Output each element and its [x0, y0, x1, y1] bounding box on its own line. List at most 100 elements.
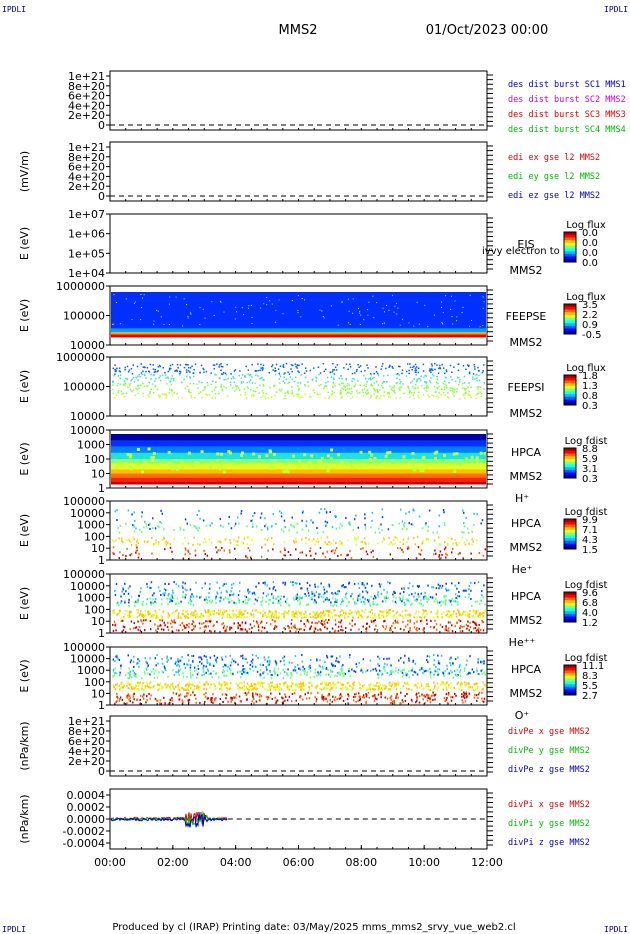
- hpca_he2-pixel: [270, 593, 273, 596]
- hpca_o-pixel: [374, 688, 376, 691]
- hpca_o-pixel: [308, 668, 310, 671]
- hpca_o-pixel: [162, 671, 164, 674]
- feepsi-pixel: [445, 370, 448, 373]
- feepsi-pixel: [307, 381, 309, 383]
- feepsi-pixel: [367, 367, 369, 369]
- hpca_he-pixel: [322, 531, 324, 534]
- hpca_he2-pixel: [279, 598, 282, 601]
- feepsi-pixel: [261, 369, 264, 371]
- feepse-speck: [247, 307, 249, 309]
- hpca_o-pixel: [304, 693, 306, 696]
- hpca_he-pixel: [399, 540, 402, 543]
- hpca_o-pixel: [259, 681, 261, 684]
- hpca_o-pixel: [411, 667, 414, 670]
- feepsi-pixel: [248, 380, 251, 383]
- hpca_o-pixel: [343, 674, 345, 677]
- hpca-h-patch: [326, 469, 330, 473]
- feepse-speck: [297, 312, 299, 314]
- feepsi-pixel: [132, 389, 135, 392]
- hpca_o-pixel: [257, 681, 260, 684]
- feepsi-pixel: [425, 387, 428, 389]
- hpca_he2-pixel: [311, 598, 313, 601]
- feepse-speck: [211, 301, 213, 303]
- hpca_he-pixel: [461, 531, 463, 534]
- hpca_he-pixel: [374, 531, 377, 534]
- feepsi-pixel: [449, 364, 452, 367]
- hpca_he-pixel: [326, 543, 328, 546]
- hpca_he2-pixel: [347, 615, 349, 618]
- feepse-speck: [394, 305, 396, 307]
- feepse-speck: [278, 299, 280, 301]
- hpca_o-pixel: [360, 668, 363, 671]
- hpca_he-pixel: [247, 536, 249, 539]
- feepsi-pixel: [464, 392, 467, 395]
- hpca_he2-pixel: [477, 615, 479, 618]
- y-axis-label: (nPa/km): [18, 721, 31, 770]
- hpca_o-pixel: [333, 699, 336, 702]
- hpca-h-patch: [144, 460, 148, 464]
- hpca_he2-pixel: [348, 581, 351, 584]
- hpca_o-pixel: [173, 673, 176, 676]
- hpca_he-pixel: [228, 516, 231, 519]
- hpca_he2-pixel: [416, 598, 418, 601]
- hpca_he-pixel: [366, 553, 369, 556]
- hpca_o-pixel: [193, 666, 196, 669]
- hpca_he2-pixel: [467, 611, 469, 614]
- feepsi-pixel: [441, 363, 444, 366]
- hpca_o-pixel: [338, 661, 340, 664]
- hpca_o-pixel: [365, 694, 368, 697]
- hpca_he-pixel: [399, 547, 402, 550]
- hpca_he-pixel: [161, 512, 164, 515]
- feepsi-pixel: [367, 392, 370, 394]
- hpca_o-pixel: [319, 682, 322, 685]
- feepse-speck: [383, 322, 385, 324]
- hpca_o-pixel: [323, 686, 325, 689]
- hpca_o-pixel: [260, 695, 263, 698]
- hpca_o-pixel: [481, 697, 483, 700]
- hpca_he2-pixel: [444, 628, 446, 631]
- feepsi-pixel: [307, 385, 310, 387]
- hpca_o-pixel: [429, 667, 431, 670]
- hpca_o-pixel: [483, 697, 486, 700]
- x-tick-label: 10:00: [408, 856, 440, 869]
- hpca_he-pixel: [433, 539, 436, 542]
- hpca_o-pixel: [329, 699, 331, 702]
- y-tick-label: 1e+21: [68, 70, 105, 83]
- colorbar-segment: [564, 616, 576, 620]
- feepsi-pixel: [204, 393, 207, 395]
- feepsi-pixel: [251, 363, 253, 366]
- hpca_o-pixel: [197, 671, 200, 674]
- hpca_o-pixel: [306, 674, 308, 677]
- colorbar-segment: [564, 377, 576, 381]
- feepsi-pixel: [379, 397, 381, 400]
- hpca_he2-pixel: [219, 611, 221, 614]
- hpca_he-pixel: [381, 516, 384, 519]
- hpca_o-pixel: [275, 701, 277, 704]
- hpca_he-pixel: [210, 557, 213, 560]
- feepse-speck: [461, 312, 463, 314]
- hpca_he2-pixel: [467, 614, 469, 617]
- feepsi-pixel: [475, 374, 477, 376]
- hpca_o-pixel: [434, 684, 436, 687]
- hpca_o-pixel: [295, 683, 297, 686]
- hpca_he2-pixel: [382, 611, 385, 614]
- feepsi-pixel: [298, 371, 300, 374]
- feepsi-pixel: [366, 364, 368, 367]
- hpca_o-pixel: [244, 671, 246, 674]
- hpca_he2-pixel: [244, 602, 247, 605]
- hpca_o-pixel: [145, 660, 148, 663]
- hpca_he2-pixel: [275, 597, 278, 600]
- hpca_o-pixel: [116, 654, 118, 657]
- hpca_he2-pixel: [402, 595, 404, 598]
- hpca_he2-pixel: [238, 624, 240, 627]
- hpca_o-pixel: [166, 657, 168, 660]
- hpca_he2-pixel: [398, 596, 401, 599]
- hpca_he2-pixel: [369, 604, 372, 607]
- hpca_o-pixel: [114, 688, 117, 691]
- hpca_he2-pixel: [444, 600, 446, 603]
- hpca_he2-pixel: [341, 585, 343, 588]
- hpca-h-band: [111, 434, 486, 437]
- hpca_he-pixel: [280, 528, 283, 531]
- colorbar-segment: [564, 394, 576, 398]
- hpca_he2-pixel: [232, 593, 235, 596]
